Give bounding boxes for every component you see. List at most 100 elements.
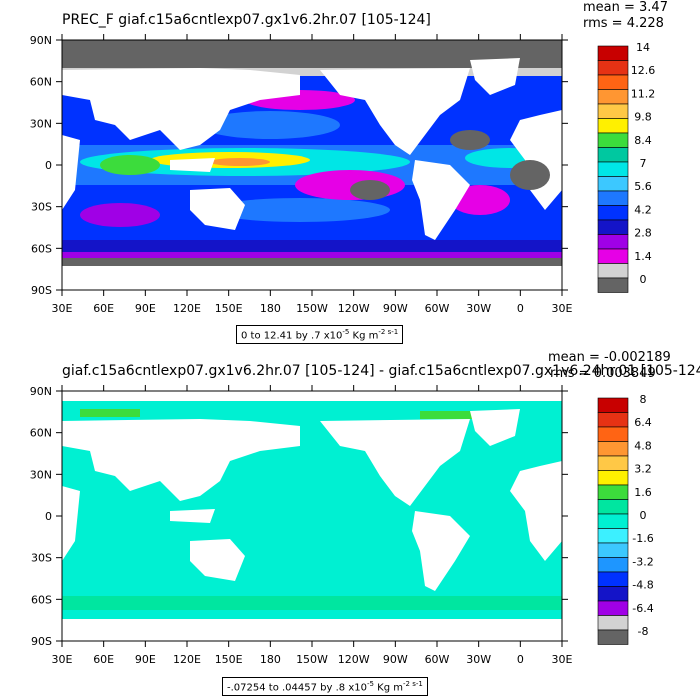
x-tick-label: 150W	[296, 653, 328, 666]
colorbar-label: 2.8	[634, 227, 652, 240]
x-tick-label: 150E	[215, 653, 243, 666]
panel2-contour-caption: -.07254 to .04457 by .8 x10-5 Kg m-2 s-1	[222, 677, 428, 697]
greenland-landmass	[470, 409, 520, 446]
antarctica-landmass	[62, 626, 562, 641]
colorbar-label: 4.2	[634, 203, 652, 216]
colorbar-swatch	[597, 248, 629, 264]
greenland-landmass	[470, 58, 520, 95]
colorbar-swatch	[597, 397, 629, 413]
indian-dry	[80, 203, 160, 227]
panel1-mean: mean = 3.47	[583, 0, 668, 15]
africa-west-landmass	[62, 486, 80, 561]
colorbar-label: 4.8	[634, 439, 652, 452]
spcz	[210, 198, 390, 222]
x-tick-label: 30E	[552, 653, 573, 666]
x-tick-label: 150E	[215, 302, 243, 315]
colorbar-label: 12.6	[631, 64, 656, 77]
colorbar-swatch	[597, 147, 629, 163]
colorbar-label: 8.4	[634, 134, 652, 147]
colorbar-swatch	[597, 499, 629, 515]
y-tick-label: 60S	[31, 593, 52, 606]
colorbar-label: 6.4	[634, 416, 652, 429]
y-tick-label: 30N	[30, 117, 52, 130]
colorbar-swatch	[597, 132, 629, 148]
arctic-band-green-2	[420, 411, 480, 419]
north-america-landmass	[320, 419, 470, 506]
colorbar-swatch	[597, 263, 629, 279]
colorbar-swatch	[597, 557, 629, 573]
colorbar-swatch	[597, 190, 629, 206]
x-tick-label: 150W	[296, 302, 328, 315]
colorbar-label: 8	[640, 393, 647, 406]
colorbar-label: -8	[638, 625, 649, 638]
x-tick-label: 90W	[383, 302, 408, 315]
colorbar-swatch	[597, 586, 629, 602]
colorbar-label: -1.6	[632, 532, 653, 545]
colorbar-swatch	[597, 219, 629, 235]
colorbar-swatch	[597, 412, 629, 428]
x-tick-label: 180	[260, 302, 281, 315]
x-tick-label: 60W	[425, 653, 450, 666]
colorbar-swatch	[597, 513, 629, 529]
x-tick-label: 90W	[383, 653, 408, 666]
y-tick-label: 30S	[31, 201, 52, 214]
colorbar-label: 5.6	[634, 180, 652, 193]
colorbar-swatch	[597, 441, 629, 457]
africa-landmass	[510, 461, 562, 561]
colorbar-swatch	[597, 528, 629, 544]
colorbar-swatch	[597, 600, 629, 616]
north-america-landmass	[320, 68, 470, 155]
colorbar-swatch	[597, 118, 629, 134]
x-tick-label: 30E	[552, 302, 573, 315]
y-tick-label: 90N	[30, 385, 52, 398]
arctic-edge	[62, 68, 562, 76]
colorbar-swatch	[597, 455, 629, 471]
y-tick-label: 30S	[31, 552, 52, 565]
y-tick-label: 60S	[31, 242, 52, 255]
x-tick-label: 60E	[93, 653, 114, 666]
x-tick-label: 180	[260, 653, 281, 666]
x-tick-label: 120W	[338, 653, 370, 666]
colorbar-swatch	[597, 629, 629, 645]
colorbar-label: 9.8	[634, 111, 652, 124]
x-tick-label: 120W	[338, 302, 370, 315]
north-atlantic-dry	[450, 130, 490, 150]
colorbar-swatch	[597, 484, 629, 500]
y-tick-label: 90N	[30, 34, 52, 47]
x-tick-label: 30E	[52, 302, 73, 315]
itcz-peak	[210, 158, 270, 166]
y-tick-label: 30N	[30, 468, 52, 481]
arctic-band-green	[80, 409, 140, 417]
colorbar-swatch	[597, 615, 629, 631]
north-pole-blank	[62, 391, 562, 401]
colorbar-label: -3.2	[632, 555, 653, 568]
indonesia-landmass	[170, 509, 215, 523]
x-tick-label: 30E	[52, 653, 73, 666]
panel2-rms: rms = 0.003849	[550, 366, 656, 381]
y-tick-label: 90S	[31, 284, 52, 297]
x-tick-label: 90E	[135, 302, 156, 315]
colorbar-swatch	[597, 571, 629, 587]
pacific-storm-track	[200, 111, 340, 139]
colorbar-swatch	[597, 176, 629, 192]
eurasia-landmass	[62, 419, 300, 501]
x-tick-label: 120E	[173, 653, 201, 666]
colorbar-swatch	[597, 74, 629, 90]
colorbar-swatch	[597, 542, 629, 558]
colorbar-swatch	[597, 45, 629, 61]
sahara-dry	[510, 160, 550, 190]
colorbar-label: 1.6	[634, 486, 652, 499]
africa-west-landmass	[62, 135, 80, 210]
y-tick-label: 0	[45, 159, 52, 172]
colorbar-swatch	[597, 60, 629, 76]
colorbar-label: 1.4	[634, 250, 652, 263]
east-pacific-dry	[295, 170, 405, 200]
indian-ocean-band	[100, 155, 160, 175]
colorbar-swatch	[597, 234, 629, 250]
x-tick-label: 0	[517, 302, 524, 315]
australia-landmass	[190, 539, 245, 581]
indonesia-landmass	[170, 158, 215, 172]
x-tick-label: 90E	[135, 653, 156, 666]
x-tick-label: 120E	[173, 302, 201, 315]
